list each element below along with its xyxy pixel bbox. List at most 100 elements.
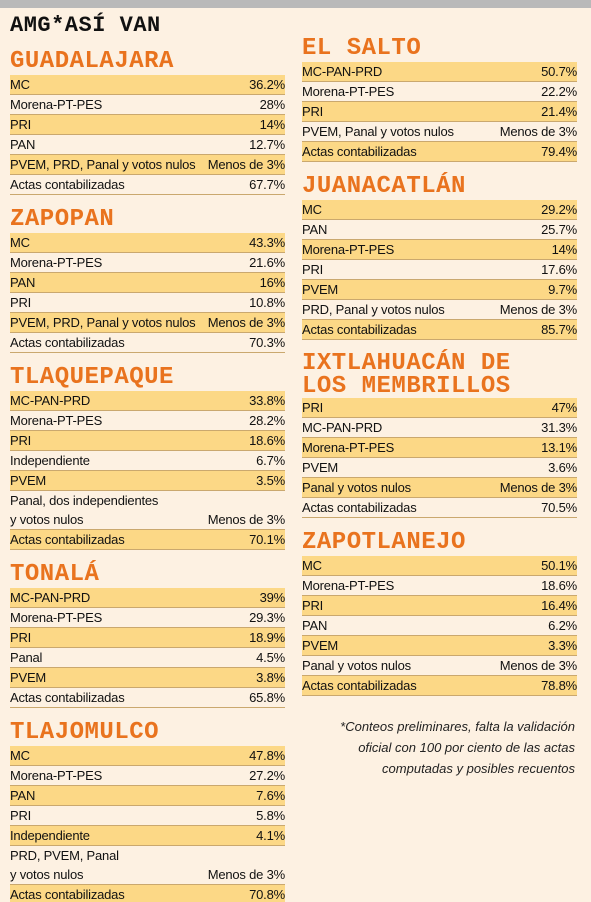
section-name: ZAPOPAN xyxy=(10,206,115,233)
result-row: Actas contabilizadas 79.4% xyxy=(302,142,577,162)
result-row: PVEM, Panal y votos nulos Menos de 3% xyxy=(302,122,577,142)
result-row: Actas contabilizadas 70.3% xyxy=(10,333,285,353)
result-row: Actas contabilizadas 70.8% xyxy=(10,885,285,902)
result-value: 16% xyxy=(259,275,286,290)
section: TLAQUEPAQUE MC-PAN-PRD 33.8% Morena-PT-PES 2… xyxy=(10,365,285,550)
party-label: Actas contabilizadas xyxy=(302,144,417,159)
party-label: PRI xyxy=(302,104,324,119)
section: ZAPOPAN MC 43.3% Morena-PT-PES 21.6% PAN 16% PR… xyxy=(10,207,285,353)
result-row: Panal y votos nulos Menos de 3% xyxy=(302,478,577,498)
result-value: 10.8% xyxy=(249,295,285,310)
result-row: Actas contabilizadas 70.1% xyxy=(10,530,285,550)
section: JUANACATLÁN MC 29.2% PAN 25.7% Morena-PT-PES 1… xyxy=(302,174,577,340)
party-label: Morena-PT-PES xyxy=(10,97,103,112)
result-row: MC 36.2% xyxy=(10,75,285,95)
party-label: Panal y votos nulos xyxy=(302,480,411,495)
top-bar xyxy=(0,0,591,8)
result-row: Actas contabilizadas 85.7% xyxy=(302,320,577,340)
result-value: 7.6% xyxy=(256,788,285,803)
result-row: Panal 4.5% xyxy=(10,648,285,668)
result-row: Actas contabilizadas 65.8% xyxy=(10,688,285,708)
right-column: EL SALTO MC-PAN-PRD 50.7% Morena-PT-PES 22.2… xyxy=(302,0,577,779)
result-value: 9.7% xyxy=(548,282,577,297)
result-value: Menos de 3% xyxy=(207,315,285,330)
result-value: 67.7% xyxy=(249,177,285,192)
result-value: Menos de 3% xyxy=(499,302,577,317)
party-label: Panal, dos independientes y votos nulos xyxy=(10,493,159,527)
result-row: PRI 18.9% xyxy=(10,628,285,648)
party-label: PRD, PVEM, Panal y votos nulos xyxy=(10,848,119,882)
party-label: MC xyxy=(10,77,30,92)
party-label: MC-PAN-PRD xyxy=(10,590,91,605)
result-value: 27.2% xyxy=(249,768,285,783)
result-value: 65.8% xyxy=(249,690,285,705)
party-label: Actas contabilizadas xyxy=(302,322,417,337)
result-value: 28.2% xyxy=(249,413,285,428)
result-row: PVEM 3.5% xyxy=(10,471,285,491)
result-row: PRI 14% xyxy=(10,115,285,135)
result-row: Actas contabilizadas 78.8% xyxy=(302,676,577,696)
result-row: Morena-PT-PES 29.3% xyxy=(10,608,285,628)
result-row: MC 43.3% xyxy=(10,233,285,253)
result-value: 17.6% xyxy=(541,262,577,277)
party-label: Morena-PT-PES xyxy=(10,610,103,625)
party-label: Actas contabilizadas xyxy=(10,532,125,547)
result-value: 3.5% xyxy=(256,473,285,488)
result-row: PRI 5.8% xyxy=(10,806,285,826)
party-label: PVEM xyxy=(10,670,47,685)
section-name: TLAJOMULCO xyxy=(10,719,160,746)
section-name: TONALÁ xyxy=(10,561,100,588)
party-label: PAN xyxy=(10,275,36,290)
party-label: Panal y votos nulos xyxy=(302,658,411,673)
section: GUADALAJARA MC 36.2% Morena-PT-PES 28% PRI 14%… xyxy=(10,49,285,195)
result-value: 14% xyxy=(551,242,578,257)
result-value: 6.2% xyxy=(548,618,577,633)
result-row: Morena-PT-PES 27.2% xyxy=(10,766,285,786)
section-name: ZAPOTLANEJO xyxy=(302,529,466,556)
result-value: 21.6% xyxy=(249,255,285,270)
result-row: PRI 16.4% xyxy=(302,596,577,616)
party-label: PAN xyxy=(10,788,36,803)
section: TLAJOMULCO MC 47.8% Morena-PT-PES 27.2% PAN 7.… xyxy=(10,720,285,902)
result-row: Independiente 6.7% xyxy=(10,451,285,471)
party-label: PAN xyxy=(10,137,36,152)
result-value: 18.6% xyxy=(541,578,577,593)
result-value: 50.7% xyxy=(541,64,577,79)
result-row: PVEM 9.7% xyxy=(302,280,577,300)
result-row: Panal y votos nulos Menos de 3% xyxy=(302,656,577,676)
party-label: PAN xyxy=(302,618,328,633)
result-value: 18.6% xyxy=(249,433,285,448)
result-value: 43.3% xyxy=(249,235,285,250)
result-value: Menos de 3% xyxy=(499,480,577,495)
result-value: Menos de 3% xyxy=(207,867,285,882)
result-row: PRI 10.8% xyxy=(10,293,285,313)
party-label: MC xyxy=(302,202,322,217)
party-label: PVEM, PRD, Panal y votos nulos xyxy=(10,157,196,172)
result-value: 70.8% xyxy=(249,887,285,902)
result-row: MC-PAN-PRD 39% xyxy=(10,588,285,608)
section-name: TLAQUEPAQUE xyxy=(10,364,174,391)
result-row: PVEM, PRD, Panal y votos nulos Menos de 3… xyxy=(10,313,285,333)
section: ZAPOTLANEJO MC 50.1% Morena-PT-PES 18.6% PRI 1… xyxy=(302,530,577,696)
result-value: 13.1% xyxy=(541,440,577,455)
result-row: Morena-PT-PES 14% xyxy=(302,240,577,260)
party-label: PRI xyxy=(302,598,324,613)
section: TONALÁ MC-PAN-PRD 39% Morena-PT-PES 29.3% PRI… xyxy=(10,562,285,708)
result-row: Actas contabilizadas 70.5% xyxy=(302,498,577,518)
result-value: Menos de 3% xyxy=(499,658,577,673)
party-label: PVEM xyxy=(302,460,339,475)
result-row: PAN 16% xyxy=(10,273,285,293)
party-label: Actas contabilizadas xyxy=(10,690,125,705)
party-label: PVEM xyxy=(302,638,339,653)
party-label: PRI xyxy=(10,630,32,645)
left-column: AMG*ASÍ VAN GUADALAJARA MC 36.2% Morena-PT-… xyxy=(10,0,285,902)
result-value: 25.7% xyxy=(541,222,577,237)
result-row: PVEM 3.6% xyxy=(302,458,577,478)
party-label: MC xyxy=(10,748,30,763)
result-value: 85.7% xyxy=(541,322,577,337)
result-value: 4.1% xyxy=(256,828,285,843)
result-value: 70.3% xyxy=(249,335,285,350)
result-row: MC-PAN-PRD 33.8% xyxy=(10,391,285,411)
party-label: PRI xyxy=(10,808,32,823)
